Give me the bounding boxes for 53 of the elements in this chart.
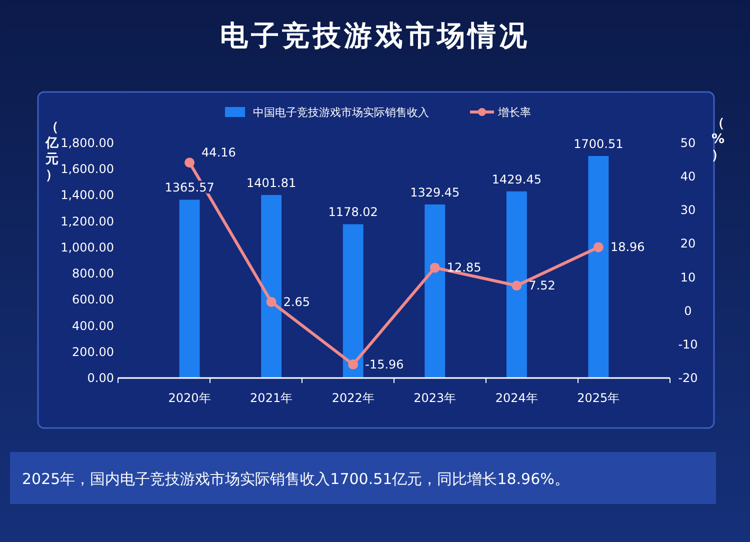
- data-label: 7.52: [528, 278, 556, 293]
- bar: [506, 191, 527, 378]
- x-tick-label: 2024年: [495, 391, 538, 405]
- y-tick-label: 200.00: [72, 344, 114, 359]
- point: [512, 280, 522, 291]
- data-label: 1329.45: [410, 185, 460, 200]
- point: [348, 359, 358, 370]
- data-label: 2.65: [283, 294, 310, 309]
- data-label: 44.16: [202, 146, 236, 160]
- data-label: 1401.81: [246, 176, 296, 190]
- y-tick-label: 400.00: [72, 318, 114, 333]
- data-label: 12.85: [446, 260, 482, 275]
- y-axis-title: （亿元）: [44, 120, 60, 183]
- y2-tick-label: 30: [680, 203, 696, 218]
- y-tick-label: 1,000.00: [60, 240, 114, 254]
- y2-tick-label: -10: [678, 337, 698, 352]
- bar: [424, 204, 446, 378]
- bar: [342, 224, 364, 378]
- y-tick-label: 600.00: [72, 292, 114, 307]
- x-tick-label: 2025年: [577, 391, 620, 405]
- legend-label: 中国电子竞技游戏市场实际销售收入: [253, 106, 429, 119]
- point: [184, 158, 195, 168]
- bar: [179, 200, 200, 378]
- y2-tick-label: 0: [684, 304, 692, 318]
- y2-tick-label: 50: [680, 136, 696, 150]
- data-label: 1429.45: [492, 172, 542, 186]
- y2-axis-title: （%）: [711, 116, 725, 163]
- bar: [261, 194, 282, 378]
- data-label: 1700.51: [574, 136, 624, 151]
- chart-title: 电子竞技游戏市场情况: [220, 19, 530, 52]
- y-tick-label: 1,600.00: [60, 162, 114, 176]
- y-tick-label: 0.00: [87, 371, 114, 385]
- y2-tick-label: -20: [678, 371, 698, 385]
- y2-tick-label: 10: [680, 270, 696, 284]
- bar: [588, 156, 609, 378]
- x-tick-label: 2020年: [168, 391, 211, 405]
- text: 2025年，国内电子竞技游戏市场实际销售收入1700.51亿元，同比增长18.96%。: [22, 470, 570, 488]
- point: [593, 242, 604, 252]
- point: [430, 262, 440, 273]
- point: [266, 296, 276, 307]
- y-tick-label: 1,400.00: [60, 188, 114, 202]
- data-label: 1178.02: [328, 205, 378, 220]
- y-tick-label: 800.00: [72, 266, 114, 281]
- y2-tick-label: 20: [680, 236, 696, 251]
- x-tick-label: 2021年: [250, 391, 293, 405]
- x-tick-label: 2023年: [414, 391, 456, 405]
- y-tick-label: 1,800.00: [60, 136, 114, 150]
- data-label: -15.96: [365, 357, 404, 372]
- y-tick-label: 1,200.00: [60, 214, 114, 228]
- data-label: 18.96: [610, 240, 645, 254]
- x-tick-label: 2022年: [332, 391, 374, 405]
- legend-label: 增长率: [497, 106, 531, 119]
- y2-tick-label: 40: [680, 170, 696, 184]
